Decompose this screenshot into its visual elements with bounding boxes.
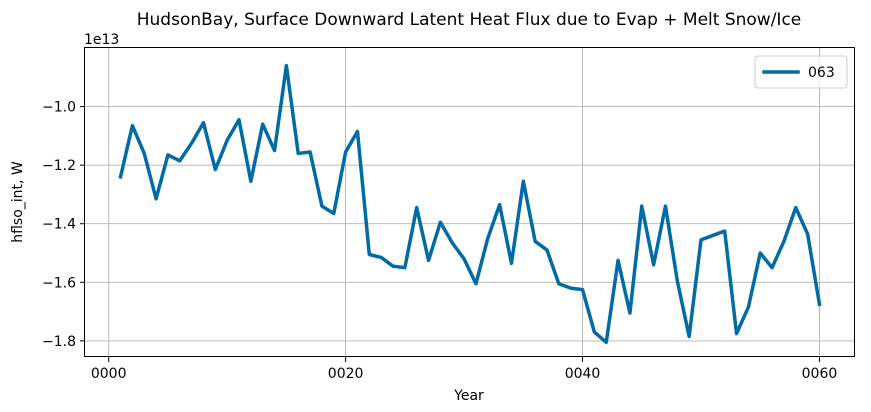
x-tick-label: 0020 bbox=[328, 366, 364, 382]
legend-box bbox=[754, 55, 848, 89]
x-tick-label: 0060 bbox=[802, 366, 838, 382]
series-layer bbox=[118, 63, 822, 345]
legend: 063 bbox=[754, 55, 848, 89]
y-tick-label: −1.8 bbox=[42, 334, 76, 350]
y-axis-label: hflso_int, W bbox=[10, 161, 26, 243]
x-axis-label: Year bbox=[453, 388, 484, 404]
axis-ticks: 0000 0020 0040 0060 −1.8 −1.6 −1.4 −1.2 −1.0 bbox=[42, 100, 837, 382]
grid-lines bbox=[85, 48, 855, 357]
y-tick-label: −1.4 bbox=[42, 217, 76, 233]
legend-label-063: 063 bbox=[808, 65, 835, 81]
x-tick-label: 0000 bbox=[91, 366, 127, 382]
series-line-063 bbox=[118, 63, 822, 345]
x-tick-label: 0040 bbox=[565, 366, 601, 382]
y-offset-text: 1e13 bbox=[84, 32, 119, 48]
chart-title: HudsonBay, Surface Downward Latent Heat … bbox=[137, 10, 802, 30]
y-tick-label: −1.0 bbox=[42, 100, 76, 116]
y-tick-label: −1.2 bbox=[42, 158, 76, 174]
plot-frame bbox=[84, 47, 855, 357]
y-tick-label: −1.6 bbox=[42, 275, 76, 291]
